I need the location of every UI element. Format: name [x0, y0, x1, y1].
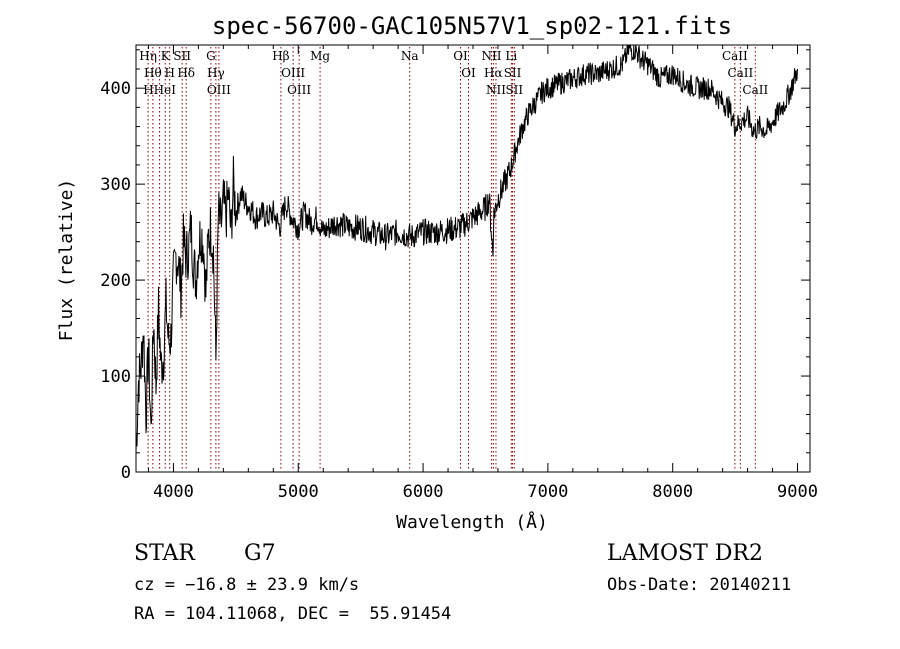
observation-date: Obs-Date: 20140211 [607, 575, 791, 595]
line-marker-label: Na [401, 49, 419, 63]
line-marker-label: CaII [727, 66, 753, 80]
x-tick-label: 6000 [403, 482, 444, 502]
survey-name: LAMOST DR2 [607, 541, 763, 566]
line-marker-label: H [164, 66, 174, 80]
line-marker-label: OI [453, 49, 468, 63]
line-marker-label: HHeI [143, 83, 176, 97]
object-subclass: G7 [244, 541, 276, 566]
x-tick-label: 4000 [153, 482, 194, 502]
x-tick-label: 7000 [527, 482, 568, 502]
line-marker-label: G [206, 49, 216, 63]
axes: 4000 5000 6000 7000 8000 9000 0 100 200 300 400 [100, 45, 818, 502]
line-marker-label: SII [504, 66, 522, 80]
line-marker-label: Li [505, 49, 517, 63]
line-marker-label: Hα [484, 66, 503, 80]
x-tick-label: 5000 [278, 482, 319, 502]
y-tick-label: 100 [100, 367, 131, 387]
line-marker-label: OI [461, 66, 476, 80]
line-marker-label: NII [486, 83, 506, 97]
y-tick-label: 200 [100, 271, 131, 291]
y-tick-label: 0 [121, 463, 131, 483]
object-type: STAR [134, 541, 196, 566]
line-marker-label: SII [173, 49, 191, 63]
line-marker-label: K [161, 49, 171, 63]
y-axis-label: Flux (relative) [56, 179, 77, 342]
chart-title: spec-56700-GAC105N57V1_sp02-121.fits [212, 12, 732, 40]
line-marker-label: Hδ [177, 66, 195, 80]
line-marker-label: Hθ [144, 66, 162, 80]
x-tick-label: 8000 [652, 482, 693, 502]
line-marker-label: Hη [139, 49, 157, 63]
y-tick-label: 400 [100, 79, 131, 99]
spectrum-line [135, 44, 798, 454]
x-tick-label: 9000 [777, 482, 818, 502]
line-marker-label: Mg [310, 49, 330, 63]
line-markers [147, 47, 756, 470]
line-marker-label: NII [481, 49, 501, 63]
y-tick-label: 300 [100, 175, 131, 195]
line-marker-label: OIII [207, 83, 231, 97]
line-marker-label: Hγ [207, 66, 225, 80]
sky-coordinates: RA = 104.11068, DEC = 55.91454 [134, 604, 451, 624]
line-marker-labels: Hη Hθ HHeI KH SII Hδ G Hγ OIII Hβ OIII OIII Mg Na OI OI… [139, 49, 768, 97]
line-marker-label: CaII [722, 49, 748, 63]
x-axis-label: Wavelength (Å) [396, 511, 548, 533]
line-marker-label: OIII [287, 83, 311, 97]
line-marker-label: Hβ [272, 49, 289, 63]
plot-frame [135, 44, 811, 473]
line-marker-label: OIII [281, 66, 305, 80]
line-marker-label: CaII [742, 83, 768, 97]
redshift-cz: cz = −16.8 ± 23.9 km/s [134, 575, 359, 595]
line-marker-label: SII [505, 83, 523, 97]
